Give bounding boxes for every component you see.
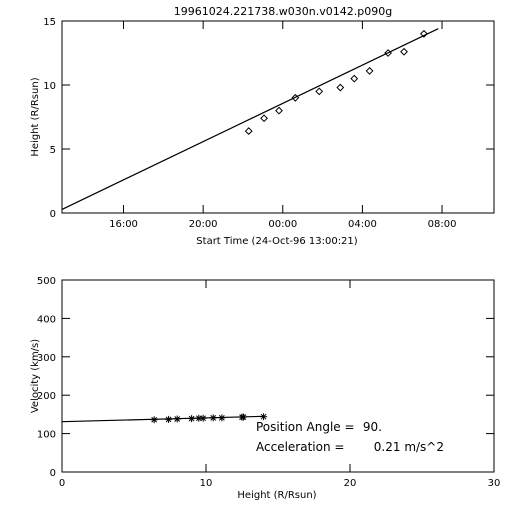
data-point — [260, 413, 268, 421]
y-axis: 0 100 200 300 400 500 — [37, 276, 494, 479]
x-tick-label: 10 — [200, 478, 213, 489]
x-tick-label: 04:00 — [348, 219, 377, 230]
fit-line — [61, 415, 264, 423]
data-point — [315, 87, 324, 96]
data-point — [260, 114, 268, 123]
data-point — [350, 74, 359, 83]
data-point — [291, 93, 300, 102]
x-axis: 16:00 20:00 00:00 04:00 08:00 — [109, 21, 456, 230]
position-angle-value: 90. — [363, 420, 382, 434]
data-point — [400, 47, 408, 56]
data-point — [165, 415, 173, 423]
acceleration-value: 0.21 m/s^2 — [374, 440, 444, 454]
data-point — [336, 83, 345, 92]
data-point — [209, 414, 217, 422]
y-tick-label: 15 — [43, 17, 56, 28]
y-axis-title: Velocity (km/s) — [30, 339, 41, 413]
x-tick-label: 0 — [59, 478, 65, 489]
acceleration-label: Acceleration = — [256, 440, 344, 454]
data-point — [188, 415, 196, 423]
x-tick-label: 16:00 — [109, 219, 138, 230]
data-point — [244, 127, 253, 135]
data-points — [244, 29, 428, 135]
y-tick-label: 300 — [37, 353, 56, 364]
data-point — [173, 415, 181, 423]
fit-line — [61, 28, 439, 210]
x-tick-label: 00:00 — [268, 219, 297, 230]
x-axis-title: Start Time (24-Oct-96 13:00:21) — [196, 236, 357, 247]
fit-line — [61, 415, 264, 423]
x-tick-label: 08:00 — [428, 219, 457, 230]
y-tick-label: 200 — [37, 391, 56, 402]
data-point — [199, 414, 207, 422]
data-point — [150, 416, 158, 424]
height-time-plot: 0 5 10 15 16:00 20:00 00:00 04:00 08:00 — [43, 17, 495, 230]
y-tick-label: 10 — [43, 81, 56, 92]
y-axis-title: Height (R/Rsun) — [30, 77, 41, 156]
x-axis: 0 10 20 30 — [59, 280, 501, 489]
data-points — [150, 413, 268, 424]
y-axis: 0 5 10 15 — [43, 17, 494, 220]
x-tick-label: 20 — [344, 478, 357, 489]
y-tick-label: 500 — [37, 276, 56, 287]
position-angle-label: Position Angle = — [256, 420, 355, 434]
data-point — [275, 106, 283, 115]
plot-frame — [61, 20, 495, 214]
chart-title: 19961024.221738.w030n.v0142.p090g — [174, 5, 392, 18]
y-tick-label: 0 — [50, 209, 56, 220]
y-tick-label: 400 — [37, 314, 56, 325]
fit-line — [61, 28, 439, 210]
plot-frame — [61, 279, 495, 473]
y-tick-label: 100 — [37, 430, 56, 441]
data-point — [239, 413, 247, 421]
data-point — [420, 29, 428, 38]
y-tick-label: 0 — [50, 468, 56, 479]
data-point — [218, 414, 226, 422]
data-point — [365, 67, 374, 75]
y-tick-label: 5 — [50, 145, 56, 156]
x-axis-title: Height (R/Rsun) — [237, 490, 316, 501]
velocity-height-plot: 0 100 200 300 400 500 0 10 20 30 — [37, 276, 500, 489]
x-tick-label: 20:00 — [189, 219, 218, 230]
x-tick-label: 30 — [488, 478, 501, 489]
data-point — [384, 49, 392, 57]
